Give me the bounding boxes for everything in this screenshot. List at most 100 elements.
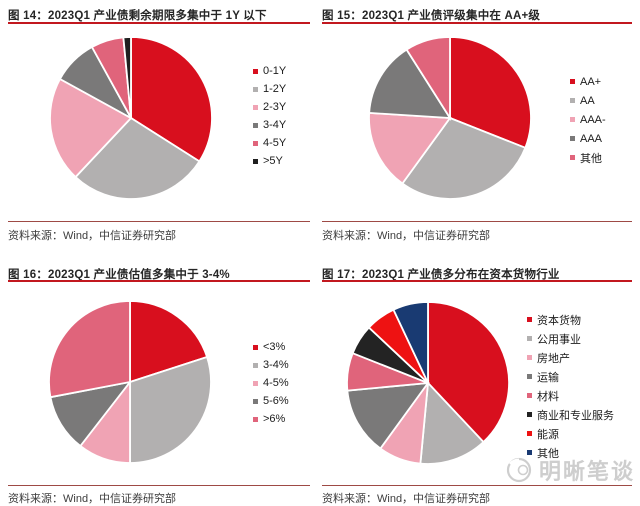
pie-slice->6%: [48, 300, 131, 399]
legend-item: 5-6%: [253, 392, 289, 410]
legend-label: 运输: [537, 371, 559, 384]
legend-label: AA: [580, 94, 595, 107]
source-note: 资料来源：Wind，中信证券研究部: [322, 493, 491, 505]
figure-title: 图 16：2023Q1 产业债估值多集中于 3-4%: [8, 269, 230, 281]
legend-item: AAA: [570, 129, 606, 148]
pie-slice-AAA: [368, 48, 452, 120]
legend-swatch: [527, 336, 532, 341]
legend-swatch: [253, 380, 258, 386]
title-underline: [8, 22, 310, 24]
legend-item: 能源: [527, 424, 614, 443]
pie-slice-运输: [346, 381, 430, 450]
pie-slice-1-2Y: [74, 116, 201, 200]
legend-swatch: [527, 450, 532, 455]
legend-label: 其他: [580, 152, 602, 165]
pie-slice-其他: [405, 36, 451, 122]
legend: 资本货物公用事业房地产运输材料商业和专业服务 能源其他: [527, 310, 614, 462]
title-underline: [322, 22, 632, 24]
pie-slice-AAA-: [368, 111, 452, 185]
legend-swatch: [527, 393, 532, 398]
legend-swatch: [253, 398, 258, 404]
legend-item: AA: [570, 91, 606, 110]
legend-label: AAA: [580, 132, 603, 145]
legend-item: 房地产: [527, 348, 614, 367]
legend-item: 4-5Y: [253, 134, 286, 152]
legend-swatch: [253, 416, 258, 422]
legend-item: AA+: [570, 72, 606, 91]
legend-swatch: [253, 362, 258, 368]
legend-item: 商业和专业服务: [527, 405, 614, 424]
legend-swatch: [253, 68, 258, 74]
title-underline: [322, 280, 632, 282]
legend: <3% 3-4% 4-5% 5-6% >6%: [253, 338, 289, 428]
legend-swatch: [570, 98, 575, 103]
source-divider: [8, 485, 310, 486]
legend-swatch: [570, 79, 575, 84]
legend-swatch: [527, 355, 532, 360]
pie-chart-industry: [346, 301, 510, 465]
pie-chart-maturity: [49, 36, 213, 200]
legend-label: 材料: [537, 390, 559, 403]
figure-panel-17: 图 17：2023Q1 产业债多分布在资本货物行业 资本货物 公用事业 房地产 运输材…: [322, 260, 632, 506]
legend-swatch: [570, 155, 575, 160]
legend-label: 5-6%: [263, 395, 289, 407]
source-note: 资料来源：Wind，中信证券研究部: [8, 493, 177, 505]
legend-item: 其他: [570, 148, 606, 167]
legend-swatch: [527, 317, 532, 322]
legend-label: <3%: [263, 341, 286, 353]
legend: 0-1Y 1-2Y 2-3Y 3-4Y 4-5Y >5Y: [253, 62, 286, 170]
legend-label: AA+: [580, 75, 602, 88]
legend-item: 公用事业: [527, 329, 614, 348]
legend-label: AAA-: [580, 113, 606, 126]
legend-swatch: [570, 117, 575, 122]
legend-label: 公用事业: [537, 333, 581, 346]
pie-slice-AA: [401, 116, 527, 200]
legend-item: 其他: [527, 443, 614, 462]
legend-item: 3-4%: [253, 356, 289, 374]
legend-item: 1-2Y: [253, 80, 286, 98]
legend-item: 2-3Y: [253, 98, 286, 116]
pie-slice-AA+: [449, 36, 532, 149]
legend-item: AAA-: [570, 110, 606, 129]
legend-label: 2-3Y: [263, 101, 287, 113]
legend-label: 4-5%: [263, 377, 289, 389]
legend-item: <3%: [253, 338, 289, 356]
legend-swatch: [570, 136, 575, 141]
legend-item: 0-1Y: [253, 62, 286, 80]
legend-label: 3-4Y: [263, 119, 287, 131]
legend-swatch: [253, 104, 258, 110]
legend-label: 4-5Y: [263, 137, 287, 149]
legend-swatch: [253, 344, 258, 350]
legend-label: >6%: [263, 413, 286, 425]
legend: AA+ AA AAA- AAA 其他: [570, 72, 606, 167]
legend-swatch: [253, 158, 258, 164]
source-note: 资料来源：Wind，中信证券研究部: [322, 230, 491, 242]
legend-label: 1-2Y: [263, 83, 287, 95]
source-divider: [322, 485, 632, 486]
legend-label: 能源: [537, 428, 559, 441]
legend-label: 其他: [537, 447, 559, 460]
pie-slice->5Y: [122, 36, 132, 119]
pie-chart-valuation: [48, 300, 212, 464]
figure-panel-15: 图 15：2023Q1 产业债评级集中在 AA+级 AA+ AA AAA- AAA 其他…: [322, 5, 632, 251]
legend-item: 资本货物: [527, 310, 614, 329]
legend-item: 4-5%: [253, 374, 289, 392]
legend-item: 3-4Y: [253, 116, 286, 134]
legend-item: 运输: [527, 367, 614, 386]
legend-label: >5Y: [263, 155, 283, 167]
legend-swatch: [253, 122, 258, 128]
pie-slice-其他: [392, 301, 429, 384]
pie-slice-2-3Y: [49, 77, 133, 179]
title-underline: [8, 280, 310, 282]
legend-label: 资本货物: [537, 314, 581, 327]
source-divider: [8, 221, 310, 222]
legend-swatch: [527, 412, 532, 417]
pie-slice-3-4%: [129, 355, 212, 464]
legend-swatch: [527, 374, 532, 379]
legend-swatch: [253, 86, 258, 92]
source-divider: [322, 221, 632, 222]
legend-label: 0-1Y: [263, 65, 287, 77]
pie-chart-rating: [368, 36, 532, 200]
legend-label: 商业和专业服务: [537, 409, 614, 422]
